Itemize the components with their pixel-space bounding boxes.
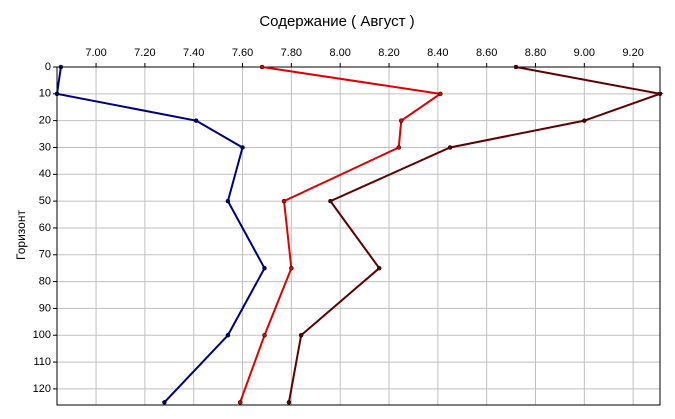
x-tick-label: 8.80 (525, 47, 546, 59)
x-tick-label: 7.60 (232, 47, 253, 59)
data-point (328, 198, 333, 204)
y-tick-label: 0 (45, 61, 51, 73)
data-point (193, 118, 199, 123)
data-point (58, 64, 64, 70)
data-point (289, 265, 294, 271)
x-tick-label: 7.00 (85, 47, 106, 59)
chart-title: Содержание ( Август ) (259, 13, 414, 30)
data-point (237, 400, 243, 405)
data-point (513, 64, 519, 70)
x-tick-label: 7.40 (183, 47, 204, 59)
data-point (259, 64, 265, 70)
data-point (162, 400, 167, 405)
data-point (582, 118, 587, 123)
data-point (54, 91, 60, 97)
data-point (377, 265, 382, 271)
y-tick-label: 120 (33, 383, 51, 395)
y-tick-label: 80 (39, 276, 51, 288)
y-tick-label: 10 (39, 88, 51, 100)
y-tick-label: 110 (33, 356, 51, 368)
y-tick-label: 40 (39, 168, 51, 180)
y-axis-label: Горизонт (14, 210, 28, 260)
x-tick-label: 9.20 (622, 47, 643, 59)
data-point (396, 145, 402, 150)
data-point (447, 145, 453, 150)
y-tick-label: 60 (39, 222, 51, 234)
data-point (438, 91, 443, 97)
y-tick-label: 100 (33, 329, 51, 341)
data-point (225, 198, 231, 204)
y-tick-label: 70 (39, 249, 51, 261)
data-line (287, 66, 664, 403)
data-point (286, 400, 292, 405)
data-point (262, 333, 267, 338)
x-tick-label: 8.40 (427, 47, 448, 59)
x-tick-label: 9.00 (574, 47, 595, 59)
data-point (262, 265, 267, 271)
data-point (657, 91, 663, 97)
data-line (239, 66, 443, 403)
y-tick-label: 20 (39, 115, 51, 127)
x-tick-label: 8.00 (329, 47, 350, 59)
x-tick-label: 7.80 (281, 47, 302, 59)
x-tick-label: 7.20 (134, 47, 155, 59)
data-point (240, 145, 245, 150)
plot-border (56, 66, 661, 406)
data-point (398, 118, 404, 123)
y-tick-label: 50 (39, 195, 51, 207)
x-tick-label: 8.60 (476, 47, 497, 59)
data-point (281, 198, 287, 204)
data-point (225, 333, 231, 338)
data-point (298, 333, 304, 338)
data-line (55, 66, 266, 404)
y-tick-label: 30 (39, 141, 51, 153)
x-tick-label: 8.20 (378, 47, 399, 59)
y-tick-label: 90 (39, 302, 51, 314)
